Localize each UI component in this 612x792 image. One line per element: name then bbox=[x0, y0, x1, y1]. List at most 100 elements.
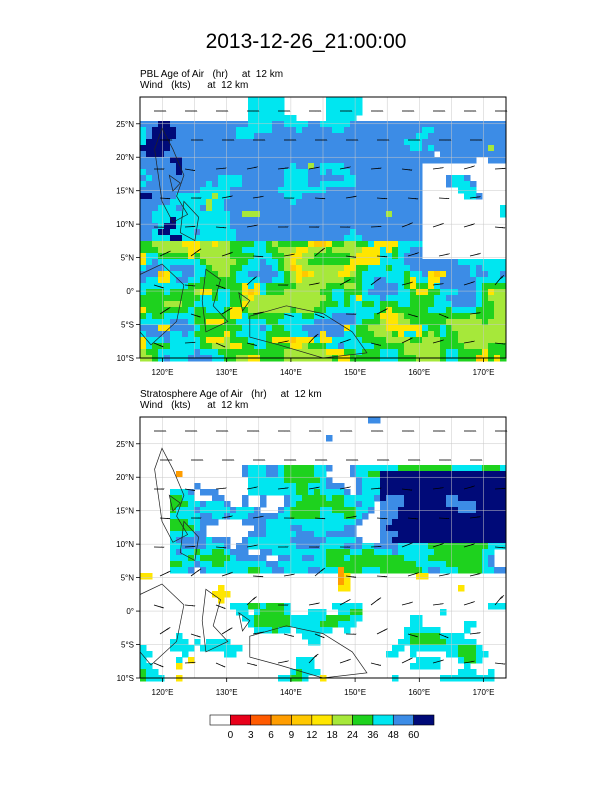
colorbar-swatch bbox=[291, 714, 313, 726]
field-cell bbox=[182, 187, 189, 194]
field-cell bbox=[188, 259, 195, 266]
wind-barb-feather bbox=[414, 315, 416, 317]
field-cell bbox=[164, 151, 171, 158]
field-cell bbox=[368, 477, 375, 484]
field-cell bbox=[344, 103, 351, 110]
wind-barb bbox=[153, 662, 164, 668]
field-cell bbox=[278, 115, 285, 122]
field-cell bbox=[182, 283, 189, 290]
field-cell bbox=[458, 501, 465, 508]
field-cell bbox=[152, 133, 159, 140]
field-cell bbox=[380, 495, 387, 502]
field-cell bbox=[212, 145, 219, 152]
field-cell bbox=[362, 561, 369, 568]
field-cell bbox=[356, 477, 363, 484]
field-cell bbox=[482, 295, 489, 302]
field-cell bbox=[272, 621, 279, 628]
field-cell bbox=[434, 289, 441, 296]
field-cell bbox=[278, 181, 285, 188]
field-cell bbox=[500, 543, 507, 550]
lon-axis: 120°E 130°E 140°E 150°E 160°E 170°E bbox=[152, 358, 494, 377]
field-cell bbox=[482, 313, 489, 320]
field-cell bbox=[338, 573, 345, 580]
field-cell bbox=[482, 489, 489, 496]
field-cell bbox=[410, 343, 417, 350]
field-cell bbox=[446, 289, 453, 296]
field-cell bbox=[380, 265, 387, 272]
field-cell bbox=[284, 525, 291, 532]
wind-barb bbox=[345, 575, 356, 578]
field-cell bbox=[440, 489, 447, 496]
field-cell bbox=[224, 349, 231, 356]
field-cell bbox=[170, 337, 177, 344]
wind-barb-feather bbox=[347, 339, 349, 341]
field-cell bbox=[182, 543, 189, 550]
field-cell bbox=[440, 513, 447, 520]
field-cell bbox=[338, 277, 345, 284]
field-cell bbox=[428, 349, 435, 356]
field-cell bbox=[398, 301, 405, 308]
wind-barb-feather bbox=[223, 287, 226, 289]
field-cell bbox=[272, 471, 279, 478]
field-cell bbox=[296, 519, 303, 526]
field-cell bbox=[272, 151, 279, 158]
field-cell bbox=[272, 307, 279, 314]
field-cell bbox=[278, 229, 285, 236]
field-cell bbox=[236, 229, 243, 236]
colorbar-label: 0 bbox=[228, 730, 234, 741]
field-cell bbox=[284, 477, 291, 484]
field-cell bbox=[428, 663, 435, 670]
field-cell bbox=[278, 247, 285, 254]
field-cell bbox=[380, 283, 387, 290]
field-cell bbox=[344, 229, 351, 236]
field-cell bbox=[452, 145, 459, 152]
field-cell bbox=[464, 465, 471, 472]
field-cell bbox=[308, 205, 315, 212]
field-cell bbox=[386, 343, 393, 350]
wind-barb bbox=[159, 517, 171, 520]
field-cell bbox=[446, 307, 453, 314]
field-cell bbox=[494, 349, 501, 356]
field-cell bbox=[362, 295, 369, 302]
field-cell bbox=[440, 501, 447, 508]
field-cell bbox=[350, 139, 357, 146]
field-cell bbox=[404, 163, 411, 170]
field-cell bbox=[170, 181, 177, 188]
field-cell bbox=[398, 199, 405, 206]
field-cell bbox=[242, 127, 249, 134]
field-cell bbox=[392, 289, 399, 296]
wind-barb bbox=[494, 342, 505, 345]
field-cell bbox=[338, 253, 345, 260]
field-cell bbox=[386, 289, 393, 296]
field-cell bbox=[278, 175, 285, 182]
field-cell bbox=[272, 145, 279, 152]
field-cell bbox=[260, 495, 267, 502]
field-cell bbox=[206, 561, 213, 568]
field-cell bbox=[260, 307, 267, 314]
field-cell bbox=[188, 211, 195, 218]
field-cell bbox=[236, 241, 243, 248]
field-cell bbox=[338, 609, 345, 616]
field-cell bbox=[488, 519, 495, 526]
field-cell bbox=[326, 549, 333, 556]
field-cell bbox=[140, 151, 147, 158]
field-cell bbox=[392, 241, 399, 248]
field-cell bbox=[476, 519, 483, 526]
field-cell bbox=[272, 331, 279, 338]
field-cell bbox=[362, 301, 369, 308]
field-cell bbox=[452, 537, 459, 544]
field-cell bbox=[146, 295, 153, 302]
field-cell bbox=[158, 253, 165, 260]
field-cell bbox=[344, 187, 351, 194]
field-cell bbox=[206, 289, 213, 296]
field-cell bbox=[266, 483, 273, 490]
field-cell bbox=[242, 163, 249, 170]
field-cell bbox=[368, 169, 375, 176]
map-title: 2013-12-26_21:00:00 bbox=[205, 30, 407, 53]
field-cell bbox=[158, 133, 165, 140]
field-cell bbox=[410, 633, 417, 640]
field-cell bbox=[170, 271, 177, 278]
field-cell bbox=[224, 157, 231, 164]
field-cell bbox=[476, 283, 483, 290]
field-cell bbox=[314, 501, 321, 508]
